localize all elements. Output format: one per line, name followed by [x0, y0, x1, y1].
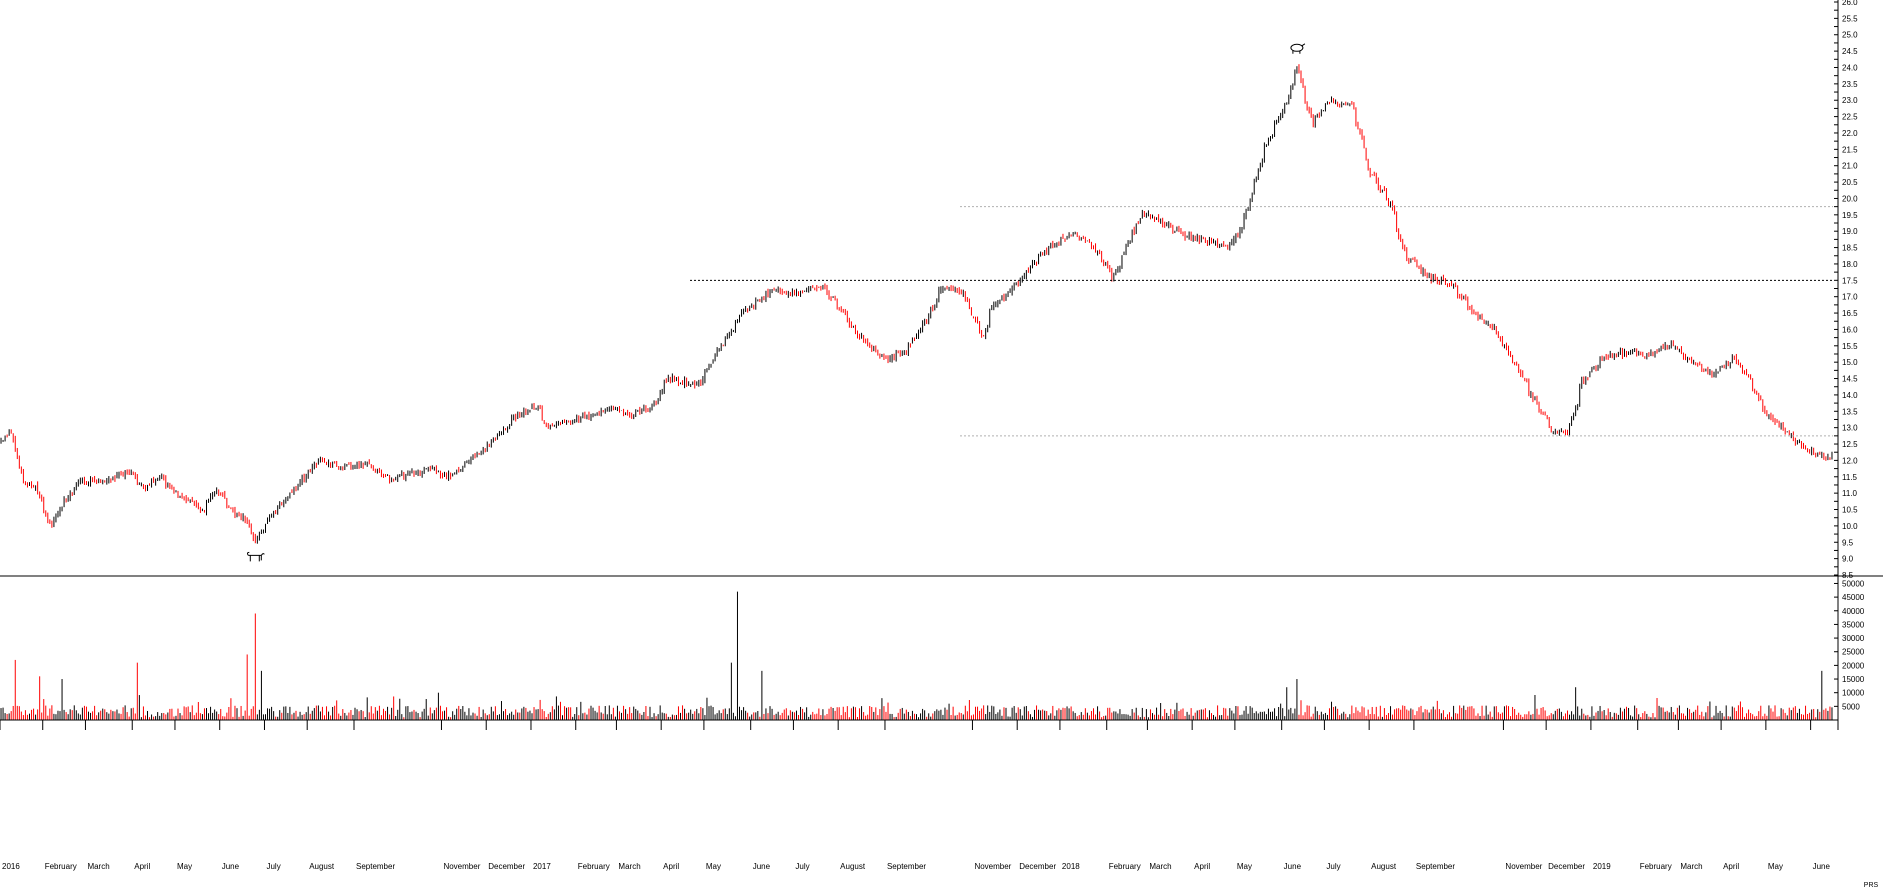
time-tick-label: April	[663, 862, 679, 871]
price-tick-label: 9.0	[1842, 555, 1854, 564]
price-tick-label: 22.5	[1842, 113, 1858, 122]
time-tick-label: 2017	[533, 862, 551, 871]
price-tick-label: 19.5	[1842, 211, 1858, 220]
price-tick-label: 24.5	[1842, 47, 1858, 56]
price-tick-label: 25.0	[1842, 31, 1858, 40]
price-tick-label: 22.0	[1842, 129, 1858, 138]
price-tick-label: 20.0	[1842, 194, 1858, 203]
time-tick-label: November	[443, 862, 480, 871]
volume-tick-label: 10000	[1842, 689, 1865, 698]
price-tick-label: 21.0	[1842, 162, 1858, 171]
time-tick-label: July	[1326, 862, 1340, 871]
price-tick-label: 17.5	[1842, 276, 1858, 285]
time-tick-label: March	[1149, 862, 1171, 871]
time-tick-label: April	[134, 862, 150, 871]
time-tick-label: March	[1680, 862, 1702, 871]
price-tick-label: 11.0	[1842, 489, 1858, 498]
price-tick-label: 15.0	[1842, 358, 1858, 367]
volume-tick-label: 15000	[1842, 675, 1865, 684]
time-tick-label: 2019	[1593, 862, 1611, 871]
time-tick-label: April	[1194, 862, 1210, 871]
bear-icon-legs	[1292, 43, 1306, 54]
time-tick-label: May	[1237, 862, 1252, 871]
price-tick-label: 14.5	[1842, 375, 1858, 384]
price-tick-label: 18.0	[1842, 260, 1858, 269]
price-tick-label: 14.0	[1842, 391, 1858, 400]
time-tick-label: September	[356, 862, 395, 871]
volume-tick-label: 25000	[1842, 648, 1865, 657]
time-tick-label: April	[1723, 862, 1739, 871]
price-tick-label: 10.0	[1842, 522, 1858, 531]
price-tick-label: 9.5	[1842, 538, 1854, 547]
time-tick-label: September	[1416, 862, 1455, 871]
price-tick-label: 13.5	[1842, 407, 1858, 416]
bull-icon-shape	[247, 551, 265, 562]
time-tick-label: June	[222, 862, 240, 871]
price-tick-label: 12.0	[1842, 456, 1858, 465]
price-tick-label: 11.5	[1842, 473, 1858, 482]
volume-tick-label: 45000	[1842, 593, 1865, 602]
time-tick-label: June	[1813, 862, 1831, 871]
time-tick-label: July	[795, 862, 809, 871]
price-panel	[0, 43, 1833, 562]
price-tick-label: 16.0	[1842, 325, 1858, 334]
price-tick-label: 10.5	[1842, 506, 1858, 515]
time-tick-label: 2016	[2, 862, 20, 871]
corner-label: PRS	[1864, 882, 1879, 889]
price-tick-label: 18.5	[1842, 244, 1858, 253]
time-tick-label: March	[618, 862, 640, 871]
time-tick-label: February	[45, 862, 77, 871]
price-tick-label: 16.5	[1842, 309, 1858, 318]
time-tick-label: June	[1284, 862, 1302, 871]
price-tick-label: 21.5	[1842, 145, 1858, 154]
volume-tick-label: 30000	[1842, 634, 1865, 643]
time-tick-label: May	[1768, 862, 1783, 871]
time-tick-label: December	[1548, 862, 1585, 871]
volume-tick-label: 40000	[1842, 607, 1865, 616]
time-tick-label: July	[266, 862, 280, 871]
price-tick-label: 19.0	[1842, 227, 1858, 236]
time-tick-label: August	[840, 862, 866, 871]
time-tick-label: February	[1109, 862, 1141, 871]
time-tick-label: September	[887, 862, 926, 871]
bull-icon	[247, 551, 265, 562]
price-tick-label: 15.5	[1842, 342, 1858, 351]
price-tick-label: 23.0	[1842, 96, 1858, 105]
time-tick-label: December	[1019, 862, 1056, 871]
price-tick-label: 13.0	[1842, 424, 1858, 433]
time-tick-label: February	[1640, 862, 1672, 871]
time-tick-label: June	[753, 862, 771, 871]
bear-icon-body	[1290, 43, 1304, 52]
time-tick-label: August	[1371, 862, 1397, 871]
price-tick-label: 26.0	[1842, 0, 1858, 7]
volume-panel	[0, 591, 1833, 720]
time-tick-label: 2018	[1062, 862, 1080, 871]
volume-tick-label: 35000	[1842, 620, 1865, 629]
time-tick-label: March	[87, 862, 109, 871]
time-tick-label: November	[974, 862, 1011, 871]
volume-axis: 5000 10000 15000 20000 25000 30000 35000 40000 4…	[1834, 579, 1865, 711]
price-tick-label: 23.5	[1842, 80, 1858, 89]
time-tick-label: February	[578, 862, 610, 871]
time-tick-label: May	[706, 862, 721, 871]
chart-frame	[0, 0, 1883, 730]
volume-tick-label: 5000	[1842, 702, 1860, 711]
time-axis: 2016 February March April May June July August S…	[0, 720, 1831, 871]
time-tick-label: August	[309, 862, 335, 871]
price-tick-label: 25.5	[1842, 14, 1858, 23]
price-tick-label: 20.5	[1842, 178, 1858, 187]
time-tick-label: May	[177, 862, 192, 871]
volume-tick-label: 50000	[1842, 579, 1865, 588]
time-tick-label: November	[1505, 862, 1542, 871]
bear-icon	[1290, 43, 1306, 54]
price-tick-label: 17.0	[1842, 293, 1858, 302]
time-tick-label: December	[488, 862, 525, 871]
price-tick-label: 24.0	[1842, 63, 1858, 72]
volume-tick-label: 20000	[1842, 661, 1865, 670]
price-tick-label: 12.5	[1842, 440, 1858, 449]
